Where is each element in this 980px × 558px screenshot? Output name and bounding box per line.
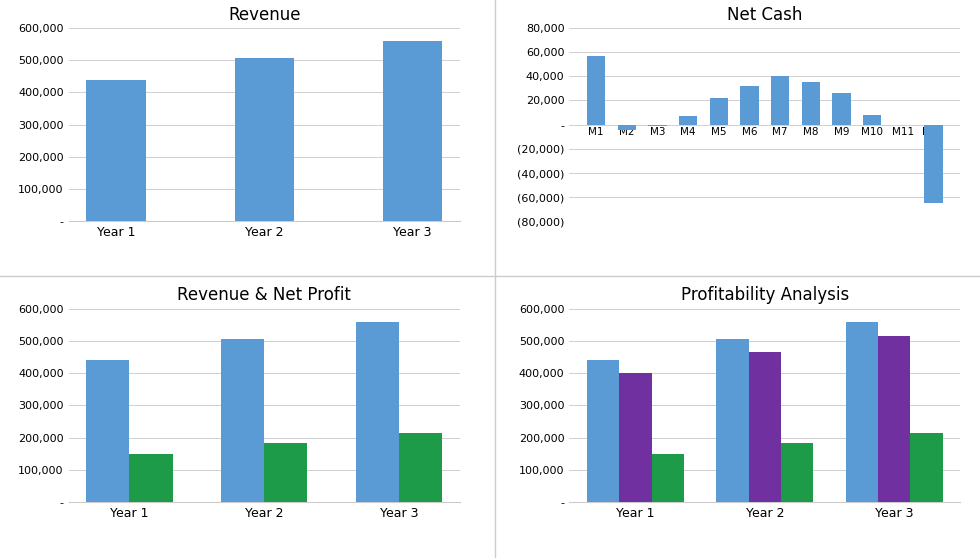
Bar — [846, 321, 878, 502]
Title: Revenue & Net Profit: Revenue & Net Profit — [177, 286, 351, 304]
Bar — [652, 454, 684, 502]
Bar — [716, 339, 749, 502]
Bar — [740, 86, 759, 124]
Bar — [234, 58, 294, 222]
Bar — [878, 336, 910, 502]
Bar — [587, 360, 619, 502]
Bar — [86, 360, 129, 502]
Bar — [710, 98, 728, 124]
Title: Revenue: Revenue — [228, 6, 301, 23]
Bar — [587, 56, 606, 124]
Bar — [679, 116, 698, 124]
Bar — [832, 93, 851, 124]
Bar — [910, 433, 943, 502]
Bar — [129, 454, 172, 502]
Title: Profitability Analysis: Profitability Analysis — [681, 286, 849, 304]
Bar — [802, 83, 820, 124]
Bar — [356, 321, 399, 502]
Title: Net Cash: Net Cash — [727, 6, 803, 23]
Bar — [863, 115, 881, 124]
Bar — [771, 76, 789, 124]
Bar — [383, 41, 442, 222]
Bar — [399, 434, 442, 502]
Bar — [749, 352, 781, 502]
Bar — [649, 124, 666, 126]
Bar — [924, 124, 943, 203]
Bar — [781, 443, 813, 502]
Bar — [221, 339, 265, 502]
Bar — [619, 373, 652, 502]
Bar — [86, 80, 146, 222]
Bar — [617, 124, 636, 129]
Bar — [265, 443, 308, 502]
